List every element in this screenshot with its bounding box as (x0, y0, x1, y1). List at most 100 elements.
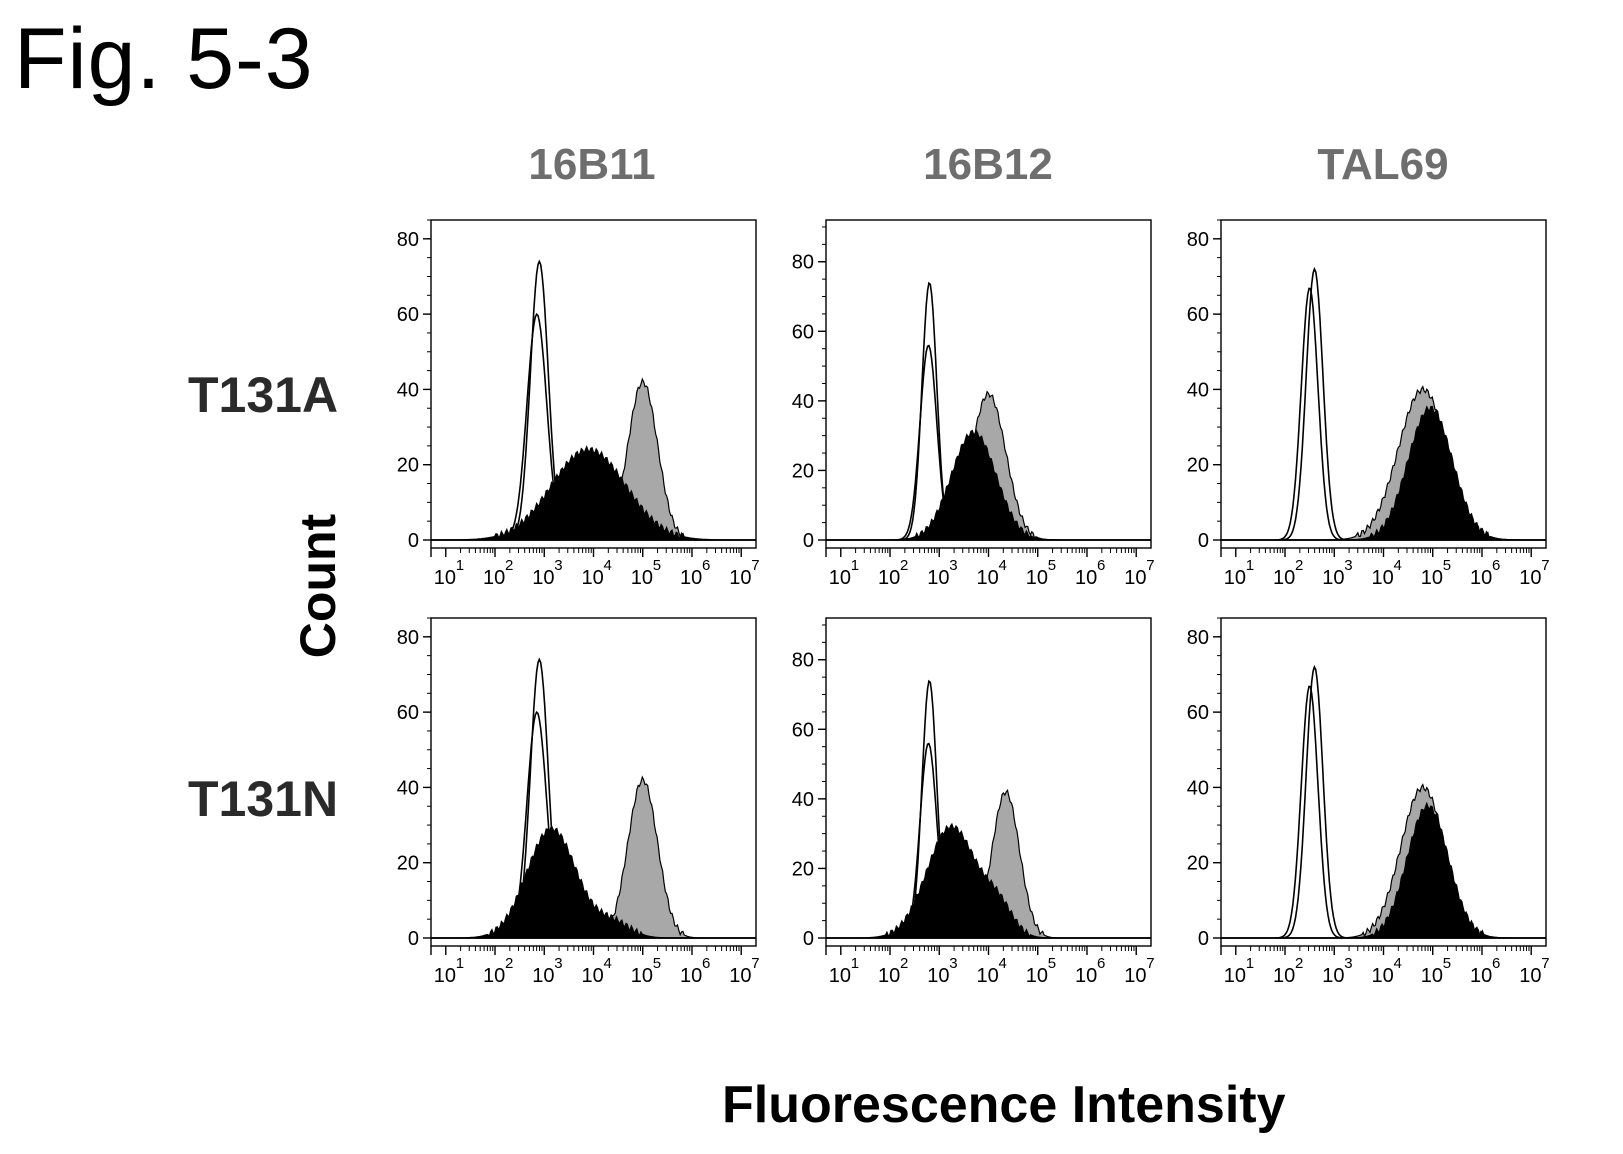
x-tick-label-exponent: 6 (1097, 955, 1105, 972)
x-tick-label-exponent: 3 (1344, 955, 1352, 972)
x-tick-label-exponent: 2 (900, 955, 908, 972)
x-tick-label-base: 10 (1124, 965, 1146, 987)
row-label-t131n: T131N (188, 771, 339, 827)
x-tick-label-base: 10 (680, 567, 702, 589)
y-tick-label: 0 (803, 530, 814, 552)
x-tick-label-exponent: 1 (456, 955, 464, 972)
x-tick-label-exponent: 4 (1394, 955, 1402, 972)
x-tick-label-base: 10 (977, 965, 999, 987)
x-tick-label-exponent: 1 (456, 557, 464, 574)
x-tick-label-base: 10 (1273, 567, 1295, 589)
x-tick-label-base: 10 (434, 567, 456, 589)
x-tick-label-exponent: 3 (554, 955, 562, 972)
x-tick-label-exponent: 4 (1394, 557, 1402, 574)
x-tick-label-base: 10 (1470, 567, 1492, 589)
x-tick-label-exponent: 3 (554, 557, 562, 574)
x-tick-label-base: 10 (1322, 567, 1344, 589)
x-tick-label-base: 10 (1372, 965, 1394, 987)
y-tick-label: 0 (803, 928, 814, 950)
x-tick-label-exponent: 5 (1443, 955, 1451, 972)
x-tick-label-base: 10 (1421, 965, 1443, 987)
x-tick-label-exponent: 1 (851, 955, 859, 972)
x-tick-label-exponent: 5 (653, 557, 661, 574)
x-tick-label-base: 10 (631, 965, 653, 987)
y-tick-label: 80 (397, 627, 419, 649)
x-tick-label-exponent: 2 (505, 557, 513, 574)
series-none-3 (431, 710, 756, 939)
x-tick-label-exponent: 5 (653, 955, 661, 972)
y-tick-label: 20 (792, 460, 814, 482)
x-tick-label-exponent: 1 (851, 557, 859, 574)
series-none-3 (431, 312, 756, 541)
x-tick-label-exponent: 6 (1097, 557, 1105, 574)
x-tick-label-base: 10 (1322, 965, 1344, 987)
y-tick-label: 20 (792, 858, 814, 880)
x-tick-label-base: 10 (977, 567, 999, 589)
x-tick-label-exponent: 5 (1443, 557, 1451, 574)
x-tick-label-base: 10 (729, 965, 751, 987)
x-tick-label-base: 10 (1273, 965, 1295, 987)
x-tick-label-exponent: 2 (1295, 955, 1303, 972)
x-tick-label-base: 10 (1026, 965, 1048, 987)
y-tick-label: 20 (1187, 455, 1209, 477)
column-label-16b11: 16B11 (528, 140, 656, 189)
x-tick-label-base: 10 (631, 567, 653, 589)
x-tick-label-base: 10 (878, 567, 900, 589)
x-tick-label-base: 10 (1124, 567, 1146, 589)
y-tick-label: 60 (397, 304, 419, 326)
series-none-3 (1221, 287, 1546, 541)
x-tick-label-exponent: 7 (1541, 955, 1549, 972)
series-gray-0 (1221, 783, 1546, 939)
x-tick-label-base: 10 (582, 567, 604, 589)
y-tick-label: 0 (1198, 928, 1209, 950)
y-tick-label: 40 (1187, 777, 1209, 799)
y-tick-label: 40 (397, 777, 419, 799)
x-tick-label-base: 10 (582, 965, 604, 987)
y-tick-label: 40 (1187, 379, 1209, 401)
x-tick-label-exponent: 6 (702, 955, 710, 972)
y-tick-label: 80 (397, 229, 419, 251)
x-tick-label-base: 10 (729, 567, 751, 589)
x-tick-label-exponent: 3 (1344, 557, 1352, 574)
x-tick-label-base: 10 (829, 965, 851, 987)
x-tick-label-exponent: 7 (751, 955, 759, 972)
series-black-1 (826, 822, 1151, 939)
plot-frame (430, 617, 757, 947)
series-none-3 (826, 344, 1151, 541)
x-tick-label-exponent: 3 (949, 557, 957, 574)
x-tick-label-base: 10 (1470, 965, 1492, 987)
row-label-t131a: T131A (188, 367, 339, 423)
y-tick-label: 20 (397, 853, 419, 875)
series-none-2 (431, 657, 756, 939)
x-tick-label-exponent: 4 (604, 955, 612, 972)
x-tick-label-base: 10 (1075, 567, 1097, 589)
figure-title: Fig. 5-3 (14, 11, 314, 107)
x-tick-label-exponent: 5 (1048, 955, 1056, 972)
x-tick-label-exponent: 5 (1048, 557, 1056, 574)
y-tick-label: 0 (408, 928, 419, 950)
y-tick-label: 80 (792, 252, 814, 274)
x-tick-label-base: 10 (1372, 567, 1394, 589)
x-tick-label-base: 10 (1224, 567, 1246, 589)
x-tick-label-base: 10 (829, 567, 851, 589)
x-tick-label-exponent: 2 (505, 955, 513, 972)
column-label-16b12: 16B12 (923, 140, 1053, 189)
column-label-tal69: TAL69 (1317, 140, 1449, 189)
x-tick-label-exponent: 7 (1146, 557, 1154, 574)
x-tick-label-exponent: 3 (949, 955, 957, 972)
y-tick-label: 40 (792, 391, 814, 413)
y-tick-label: 60 (1187, 304, 1209, 326)
x-tick-label-exponent: 6 (702, 557, 710, 574)
x-tick-label-base: 10 (1421, 567, 1443, 589)
y-tick-label: 40 (397, 379, 419, 401)
series-black-1 (431, 445, 756, 541)
y-tick-label: 60 (397, 702, 419, 724)
x-tick-label-base: 10 (532, 567, 554, 589)
x-tick-label-base: 10 (434, 965, 456, 987)
x-tick-label-exponent: 7 (1541, 557, 1549, 574)
y-tick-label: 0 (408, 530, 419, 552)
